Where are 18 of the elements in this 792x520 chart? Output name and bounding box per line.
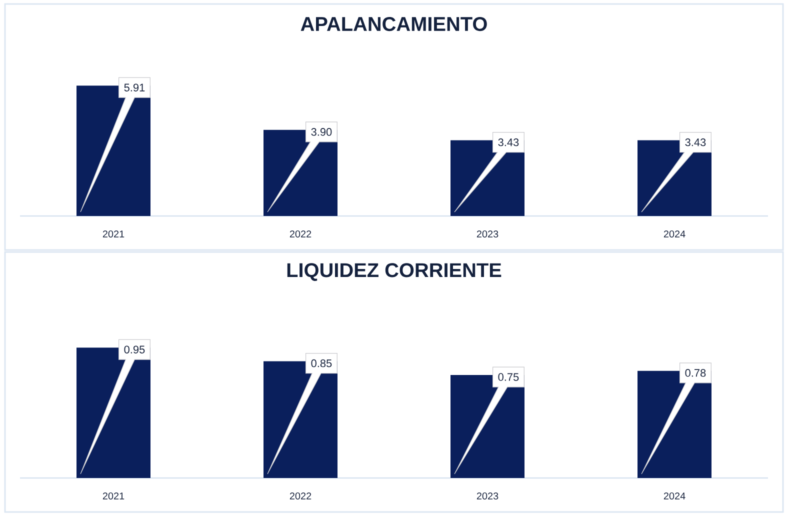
data-label: 3.90 [311, 128, 332, 136]
x-tick-label: 2023 [476, 230, 498, 238]
data-label: 5.91 [124, 84, 145, 92]
x-tick-label: 2022 [290, 492, 312, 500]
x-tick-label: 2024 [664, 230, 686, 238]
chart-title: LIQUIDEZ CORRIENTE [287, 263, 502, 281]
chart-title: APALANCAMIENTO [300, 16, 487, 32]
x-tick-label: 2023 [476, 492, 498, 500]
x-tick-label: 2021 [102, 492, 124, 500]
x-tick-label: 2024 [664, 492, 686, 500]
data-label: 0.95 [124, 346, 145, 354]
data-label: 0.78 [685, 369, 706, 377]
data-label: 3.43 [498, 138, 519, 146]
x-tick-label: 2021 [102, 230, 124, 238]
data-label: 3.43 [685, 138, 706, 146]
data-label: 0.75 [498, 373, 519, 381]
x-tick-label: 2022 [290, 230, 312, 238]
data-label: 0.85 [311, 359, 332, 368]
